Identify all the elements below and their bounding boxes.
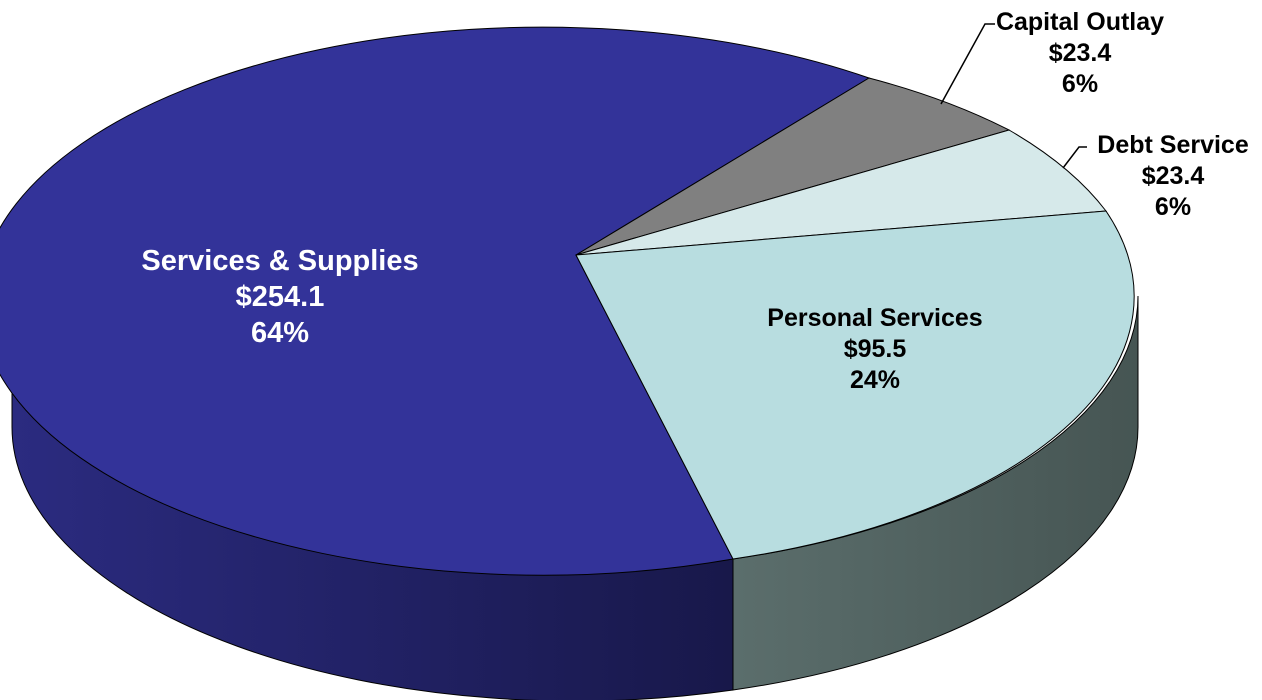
label-value: $95.5 — [844, 335, 907, 363]
leader-line-debt-service — [1062, 146, 1087, 169]
label-name: Debt Service — [1097, 131, 1249, 159]
label-percent: 64% — [251, 317, 309, 349]
label-name: Capital Outlay — [996, 8, 1164, 36]
label-value: $23.4 — [1142, 162, 1205, 190]
label-debt-service: Debt Service $23.4 6% — [1097, 131, 1249, 221]
label-personal-services: Personal Services $95.5 24% — [767, 304, 982, 394]
label-name: Services & Supplies — [141, 245, 418, 277]
label-percent: 24% — [850, 366, 900, 394]
slice-side-personal-services — [732, 295, 1139, 691]
slice-debt-service — [575, 129, 1107, 256]
slice-personal-services — [575, 210, 1135, 560]
label-percent: 6% — [1155, 193, 1191, 221]
label-name: Personal Services — [767, 304, 982, 332]
label-services-supplies: Services & Supplies $254.1 64% — [141, 245, 418, 349]
leader-line-capital-outlay — [940, 23, 995, 105]
slice-services-supplies — [0, 26, 871, 576]
label-percent: 6% — [1062, 70, 1098, 98]
label-value: $254.1 — [236, 281, 325, 313]
label-value: $23.4 — [1049, 39, 1112, 67]
label-capital-outlay: Capital Outlay $23.4 6% — [996, 8, 1164, 98]
